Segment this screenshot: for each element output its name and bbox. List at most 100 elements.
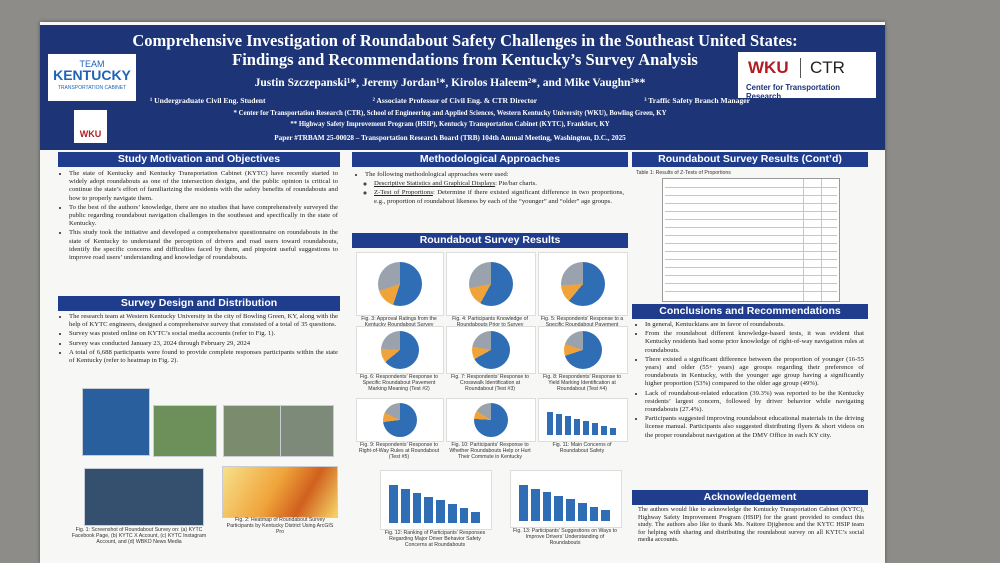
bullet: This study took the initiative and devel… [69, 229, 338, 262]
bar-chart-image [389, 485, 398, 523]
bullet: There existed a significant difference b… [645, 356, 864, 389]
table-row-line [665, 283, 837, 284]
section-heading: Methodological Approaches [352, 152, 628, 167]
bar-chart-image [601, 510, 610, 521]
bar-chart-image [519, 485, 528, 521]
table-row-line [665, 227, 837, 228]
bullet: Survey was conducted January 23, 2024 th… [69, 340, 338, 348]
logo-text: CTR [810, 58, 845, 77]
motivation-text: The state of Kentucky and Kentucky Trans… [60, 170, 338, 263]
logo-text: Center for Transportation Research [746, 83, 841, 101]
section-heading: Roundabout Survey Results [352, 233, 628, 248]
bullet: The following methodological approaches … [365, 171, 624, 179]
table-row-line [665, 187, 837, 188]
divider [800, 58, 801, 78]
bullet: The state of Kentucky and Kentucky Trans… [69, 170, 338, 203]
description: : Pie/bar charts. [495, 180, 537, 188]
wku-logo: WKU [74, 110, 107, 143]
figure [380, 470, 492, 530]
affiliation: ** Highway Safety Improvement Program (H… [290, 121, 610, 128]
bullet: The research team at Western Kentucky Un… [69, 313, 338, 329]
pie-chart-image [381, 331, 419, 369]
table-row-line [665, 267, 837, 268]
bar-chart-image [436, 500, 445, 523]
bullet-list: The research team at Western Kentucky Un… [60, 313, 338, 365]
role: ¹ Undergraduate Civil Eng. Student [150, 96, 266, 105]
table-caption: Table 1: Results of Z-Tests of Proportio… [636, 170, 731, 176]
bar-chart-image [471, 511, 480, 523]
figure-caption: Fig. 1: Screenshot of Roundabout Survey … [71, 527, 207, 545]
section-heading: Acknowledgement [632, 490, 868, 505]
bar-chart-image [459, 507, 469, 523]
bullet: Survey was posted online on KYTC’s socia… [69, 330, 338, 338]
authors: Justin Szczepanski¹*, Jeremy Jordan¹*, K… [254, 77, 646, 89]
bar-chart-image [530, 488, 540, 521]
title-line2: Findings and Recommendations from Kentuc… [232, 50, 698, 69]
figure [538, 326, 628, 374]
screenshot [280, 405, 334, 457]
table-row-line [665, 259, 837, 260]
bar-chart-image [566, 499, 575, 521]
table-row-line [665, 235, 837, 236]
logo-text: WKU [748, 58, 789, 77]
figure-caption: Fig. 11: Main Concerns of Roundabout Saf… [552, 442, 612, 454]
figure-caption: Fig. 13: Participants’ Suggestions on Wa… [513, 528, 617, 546]
paper-info: Paper #TRBAM 25-00028 – Transportation R… [274, 134, 626, 142]
bar-chart-image [592, 423, 598, 435]
logo-text: TRANSPORTATION CABINET [57, 85, 127, 91]
title-line1: Comprehensive Investigation of Roundabou… [132, 31, 798, 50]
figure [356, 398, 444, 442]
survey-text: The research team at Western Kentucky Un… [60, 313, 338, 366]
pie-chart-image [561, 262, 605, 306]
term: Descriptive Statistics and Graphical Dis… [374, 180, 496, 188]
acknowledgement-text: The authors would like to acknowledge th… [638, 506, 864, 544]
screenshot [153, 405, 217, 457]
screenshot [82, 388, 150, 456]
figure-caption: Fig. 3: Approval Ratings from the Kentuc… [361, 316, 437, 328]
figure-caption: Fig. 6: Respondents’ Response to Specifi… [360, 374, 438, 392]
figure [446, 326, 536, 374]
pie-chart-image [469, 262, 513, 306]
table-row-line [665, 211, 837, 212]
bar-chart-image [574, 418, 580, 435]
bullet-list: The following methodological approaches … [356, 171, 624, 179]
description: : Determine if there existed significant… [374, 189, 625, 205]
bar-chart-image [400, 488, 410, 523]
bar-chart-image [542, 492, 552, 521]
screenshot [223, 405, 281, 457]
section-heading: Roundabout Survey Results (Cont’d) [632, 152, 868, 167]
bullet: Participants suggested improving roundab… [645, 415, 864, 440]
bar-chart-image [547, 411, 553, 435]
wku-ctr-logo: WKU CTR Center for Transportation Resear… [738, 52, 876, 101]
role: ² Associate Professor of Civil Eng. & CT… [372, 96, 538, 105]
logo-text: KENTUCKY [53, 67, 131, 83]
table-row-line [665, 291, 837, 292]
figure-caption: Fig. 8: Respondents’ Response to Yield M… [543, 374, 621, 392]
bar-chart-image [583, 420, 589, 435]
z-test-table [662, 178, 840, 302]
table-row-line [665, 203, 837, 204]
figure [538, 252, 628, 316]
table-col-line [803, 179, 804, 301]
pie-chart-image [474, 403, 508, 437]
bullet: Descriptive Statistics and Graphical Dis… [374, 180, 624, 188]
figure-caption: Fig. 2: Heatmap of Roundabout Survey Par… [226, 517, 334, 535]
table-col-line [821, 179, 822, 301]
pie-chart-image [383, 403, 417, 437]
table-row-line [665, 275, 837, 276]
pie-chart-image [472, 331, 510, 369]
roles: ¹ Undergraduate Civil Eng. Student ² Ass… [150, 96, 750, 105]
conclusions-text: In general, Kentuckians are in favor of … [636, 321, 864, 441]
logo-text: TEAM [79, 59, 105, 69]
figure [446, 252, 536, 316]
figure-caption: Fig. 12: Ranking of Participants’ Respon… [384, 530, 486, 548]
figure-caption: Fig. 10: Participants’ Response to Wheth… [449, 442, 531, 460]
figure [356, 252, 444, 316]
bullet: Z-Test of Proportions: Determine if ther… [374, 189, 624, 205]
figure-caption: Fig. 9: Respondents’ Response to Right-o… [358, 442, 440, 460]
bar-chart-image [554, 495, 563, 521]
term: Z-Test of Proportions [374, 189, 433, 197]
bullet: A total of 6,688 participants were found… [69, 349, 338, 365]
bar-chart-image [565, 416, 571, 435]
